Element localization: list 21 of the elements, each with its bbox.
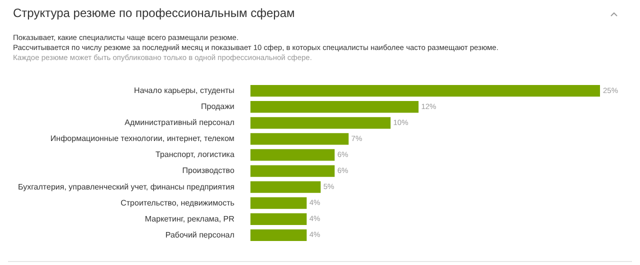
y-tick-label: Строительство, недвижимость [120,198,234,208]
bar [250,213,307,225]
y-tick-label: Транспорт, логистика [156,150,235,160]
y-tick-label: Начало карьеры, студенты [134,86,235,96]
bar [250,149,335,161]
bar [250,229,307,242]
bar [250,133,349,145]
y-tick-label: Маркетинг, реклама, PR [144,214,235,224]
bar [250,84,600,97]
bar [250,165,335,177]
bar [250,117,391,129]
bar [250,181,321,193]
y-tick-label: Бухгалтерия, управленческий учет, финансы предприятия [18,182,234,192]
y-tick-label: Производство [182,166,235,176]
bar [250,197,307,209]
y-tick-label: Рабочий персонал [165,230,235,240]
bar [250,101,419,113]
y-tick-label: Продажи [200,102,234,112]
y-tick-label: Административный персонал [124,118,235,128]
y-tick-label: Информационные технологии, интернет, телеком [50,134,234,144]
text: Структура резюме по профессиональным сферам [13,6,295,20]
